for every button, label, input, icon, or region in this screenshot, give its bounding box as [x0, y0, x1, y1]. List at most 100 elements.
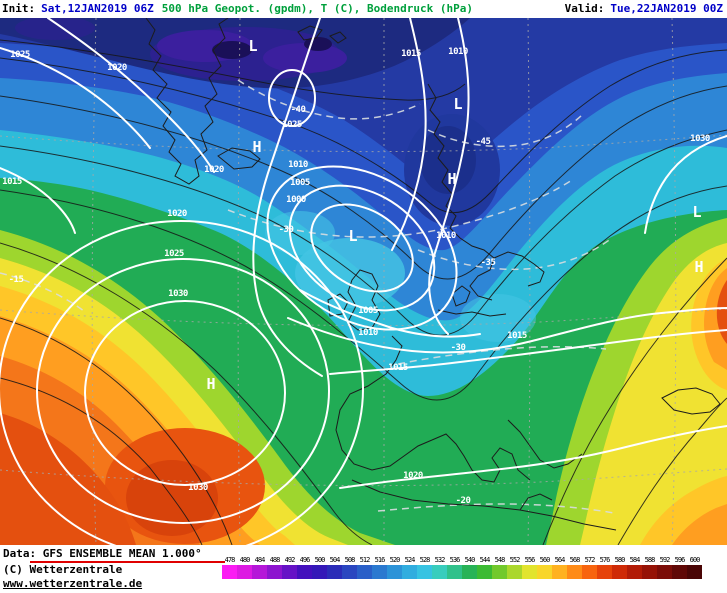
colorbar-swatch	[537, 565, 552, 579]
colorbar-cell: 564	[552, 556, 567, 579]
colorbar-value: 478	[224, 556, 236, 564]
valid-label: Valid:	[564, 2, 605, 15]
website-link[interactable]: www.wetterzentrale.de	[3, 577, 143, 590]
colorbar-swatch	[597, 565, 612, 579]
colorbar-swatch	[567, 565, 582, 579]
geopotential-color-field	[0, 18, 727, 545]
colorbar-swatch	[252, 565, 267, 579]
colorbar-swatch	[627, 565, 642, 579]
colorbar-value: 544	[479, 556, 491, 564]
colorbar-value: 496	[299, 556, 311, 564]
weather-map: 1025 1020 1015 1010 1025 1010 1020 1005 …	[0, 18, 727, 545]
colorbar-value: 532	[434, 556, 446, 564]
colorbar-cell: 568	[567, 556, 582, 579]
colorbar-swatch	[612, 565, 627, 579]
colorbar-cell: 512	[357, 556, 372, 579]
colorbar-value: 596	[674, 556, 686, 564]
colorbar-cell: 540	[462, 556, 477, 579]
colorbar-value: 568	[569, 556, 581, 564]
colorbar-value: 580	[614, 556, 626, 564]
colorbar-value: 548	[494, 556, 506, 564]
colorbar-swatch	[297, 565, 312, 579]
colorbar-cell: 532	[432, 556, 447, 579]
colorbar-cell: 600	[687, 556, 702, 579]
colorbar-value: 592	[659, 556, 671, 564]
map-graphic	[0, 18, 727, 545]
colorbar-swatch	[492, 565, 507, 579]
colorbar-swatch	[477, 565, 492, 579]
colorbar-cell: 536	[447, 556, 462, 579]
colorbar-cell: 488	[267, 556, 282, 579]
colorbar-swatch	[282, 565, 297, 579]
colorbar-swatch	[522, 565, 537, 579]
colorbar-swatch	[267, 565, 282, 579]
colorbar-cell: 584	[627, 556, 642, 579]
colorbar-cell: 496	[297, 556, 312, 579]
colorbar-value: 488	[269, 556, 281, 564]
colorbar-swatch	[387, 565, 402, 579]
colorbar-swatch	[342, 565, 357, 579]
colorbar-cell: 524	[402, 556, 417, 579]
colorbar-value: 572	[584, 556, 596, 564]
isobars	[0, 18, 727, 545]
colorbar-swatch	[327, 565, 342, 579]
latlon-grid	[0, 18, 727, 545]
colorbar-swatch	[462, 565, 477, 579]
colorbar-cell: 478	[222, 556, 237, 579]
colorbar-cell: 592	[657, 556, 672, 579]
colorbar-value: 512	[359, 556, 371, 564]
map-subject: 500 hPa Geopot. (gpdm), T (C), Bodendruc…	[161, 2, 473, 15]
colorbar-value: 484	[254, 556, 266, 564]
colorbar-swatch	[402, 565, 417, 579]
colorbar-value: 520	[389, 556, 401, 564]
colorbar-value: 508	[344, 556, 356, 564]
colorbar-value: 600	[689, 556, 701, 564]
geopotential-contours	[0, 39, 727, 545]
colorbar-swatch	[582, 565, 597, 579]
colorbar-value: 556	[524, 556, 536, 564]
colorbar-value: 500	[314, 556, 326, 564]
colorbar-cell: 500	[312, 556, 327, 579]
colorbar-swatch	[432, 565, 447, 579]
copyright-line: (C) Wetterzentrale	[3, 563, 123, 576]
colorbar-cell: 492	[282, 556, 297, 579]
colorbar-swatch	[657, 565, 672, 579]
colorbar-cell: 560	[537, 556, 552, 579]
colorbar-value: 564	[554, 556, 566, 564]
map-footer: Data: GFS ENSEMBLE MEAN 1.000° (C) Wette…	[0, 545, 727, 593]
colorbar-cell: 504	[327, 556, 342, 579]
colorbar-value: 552	[509, 556, 521, 564]
colorbar-cell: 544	[477, 556, 492, 579]
colorbar-cell: 520	[387, 556, 402, 579]
colorbar-value: 528	[419, 556, 431, 564]
colorbar-cell: 548	[492, 556, 507, 579]
valid-datetime: Tue,22JAN2019 00Z	[610, 2, 723, 15]
geopotential-colorbar: 478 480 484 488	[222, 556, 702, 579]
colorbar-cell: 528	[417, 556, 432, 579]
colorbar-cell: 588	[642, 556, 657, 579]
colorbar-value: 504	[329, 556, 341, 564]
colorbar-swatch	[687, 565, 702, 579]
colorbar-swatch	[417, 565, 432, 579]
colorbar-swatch	[237, 565, 252, 579]
init-datetime: Sat,12JAN2019 06Z	[41, 2, 154, 15]
colorbar-cell: 508	[342, 556, 357, 579]
colorbar-value: 540	[464, 556, 476, 564]
colorbar-value: 480	[239, 556, 251, 564]
colorbar-value: 516	[374, 556, 386, 564]
colorbar-swatch	[312, 565, 327, 579]
map-header: Init: Sat,12JAN2019 06Z 500 hPa Geopot. …	[0, 0, 727, 18]
colorbar-value: 492	[284, 556, 296, 564]
colorbar-swatch	[447, 565, 462, 579]
colorbar-cell: 480	[237, 556, 252, 579]
colorbar-cell: 572	[582, 556, 597, 579]
colorbar-value: 524	[404, 556, 416, 564]
colorbar-cell: 556	[522, 556, 537, 579]
data-source-line: Data: GFS ENSEMBLE MEAN 1.000°	[3, 547, 202, 560]
red-divider	[30, 561, 225, 563]
colorbar-swatch	[507, 565, 522, 579]
colorbar-value: 576	[599, 556, 611, 564]
colorbar-swatch	[672, 565, 687, 579]
coastlines	[145, 18, 721, 531]
